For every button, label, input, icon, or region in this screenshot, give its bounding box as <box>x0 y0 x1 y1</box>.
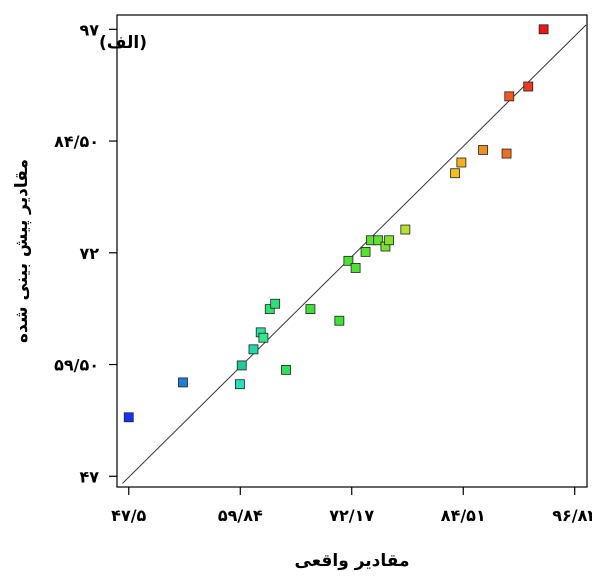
y-axis-title: مقادیر پیش بینی شده <box>12 159 32 343</box>
data-point <box>504 91 515 102</box>
points-layer <box>123 24 549 423</box>
data-point <box>258 332 269 343</box>
data-point <box>178 377 188 388</box>
y-tick-label: ۷۲ <box>79 244 99 263</box>
data-point <box>456 157 467 168</box>
x-tick-label: ۸۴/۵۱ <box>441 506 486 525</box>
data-point <box>123 412 134 423</box>
reference-line <box>122 24 587 484</box>
data-point <box>373 235 384 246</box>
x-tick-label: ۴۷/۵ <box>111 506 146 525</box>
data-point <box>384 235 394 246</box>
data-point <box>235 379 245 390</box>
data-point <box>523 81 534 92</box>
data-point <box>478 145 488 155</box>
x-axis-title: مقادیر واقعی <box>294 551 409 571</box>
data-point <box>305 304 316 315</box>
x-tick-label: ۷۲/۱۷ <box>329 506 374 525</box>
data-point <box>450 168 460 179</box>
data-point <box>334 315 345 326</box>
y-tick-label: ۵۹/۵۰ <box>54 356 99 375</box>
plot-frame <box>116 14 588 488</box>
x-tick-label: ۹۶/۸۴ <box>552 506 592 525</box>
y-tick-label: ۴۷ <box>79 467 99 486</box>
x-tick-label: ۵۹/۸۴ <box>218 506 263 525</box>
data-point <box>343 255 354 266</box>
data-point <box>538 24 549 35</box>
data-point <box>270 298 281 309</box>
data-point <box>501 148 512 159</box>
data-point <box>264 304 275 315</box>
panel-label: (الف) <box>99 33 147 53</box>
data-point <box>360 246 371 257</box>
data-point <box>248 344 259 355</box>
data-point <box>236 360 247 371</box>
data-point <box>400 224 411 235</box>
data-point <box>281 364 291 375</box>
data-point <box>350 263 361 273</box>
y-axis: ۴۷ ۵۹/۵۰ ۷۲ ۸۴/۵۰ ۹۷ <box>54 20 117 486</box>
x-axis: ۴۷/۵ ۵۹/۸۴ ۷۲/۱۷ ۸۴/۵۱ ۹۶/۸۴ <box>111 487 592 525</box>
y-tick-label: ۸۴/۵۰ <box>54 132 99 151</box>
y-tick-label: ۹۷ <box>79 20 99 39</box>
